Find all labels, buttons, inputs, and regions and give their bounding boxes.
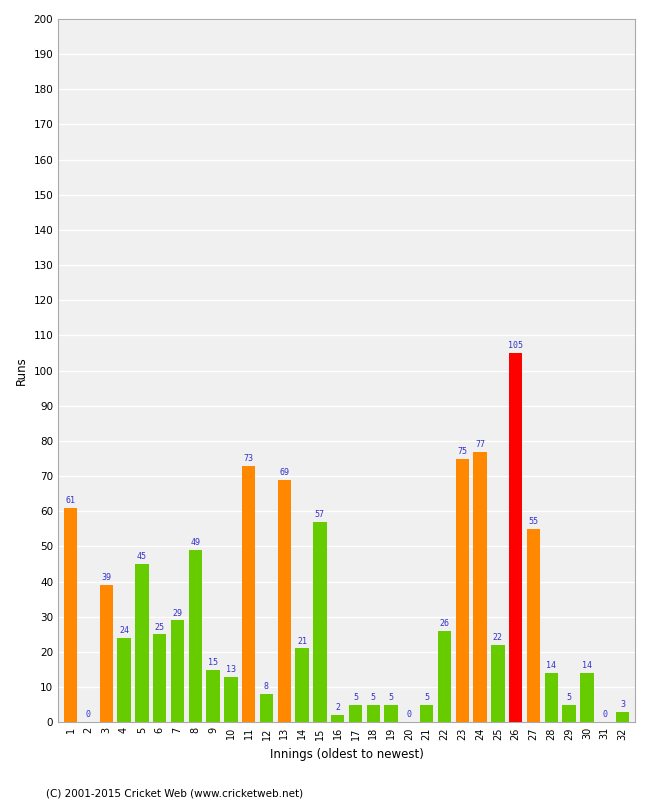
Text: 49: 49 — [190, 538, 200, 547]
Text: 25: 25 — [155, 622, 164, 631]
Text: 5: 5 — [567, 693, 571, 702]
Text: 55: 55 — [528, 517, 538, 526]
Bar — [456, 458, 469, 722]
Bar — [616, 712, 629, 722]
Text: 29: 29 — [172, 609, 183, 618]
Bar — [278, 480, 291, 722]
Text: 3: 3 — [620, 700, 625, 709]
Bar — [207, 670, 220, 722]
Text: 61: 61 — [66, 496, 75, 505]
Bar — [527, 529, 540, 722]
Y-axis label: Runs: Runs — [15, 356, 28, 385]
X-axis label: Innings (oldest to newest): Innings (oldest to newest) — [270, 748, 424, 761]
Bar — [295, 649, 309, 722]
Text: 69: 69 — [280, 468, 289, 477]
Bar — [64, 508, 77, 722]
Text: 75: 75 — [458, 446, 467, 456]
Text: 0: 0 — [86, 710, 91, 719]
Bar — [171, 620, 184, 722]
Text: 13: 13 — [226, 665, 236, 674]
Text: (C) 2001-2015 Cricket Web (www.cricketweb.net): (C) 2001-2015 Cricket Web (www.cricketwe… — [46, 788, 303, 798]
Text: 77: 77 — [475, 440, 485, 449]
Text: 5: 5 — [389, 693, 394, 702]
Bar — [135, 564, 148, 722]
Text: 21: 21 — [297, 637, 307, 646]
Text: 22: 22 — [493, 633, 503, 642]
Bar — [153, 634, 166, 722]
Bar — [509, 353, 523, 722]
Text: 14: 14 — [582, 662, 592, 670]
Bar — [349, 705, 362, 722]
Text: 26: 26 — [439, 619, 450, 628]
Text: 8: 8 — [264, 682, 269, 691]
Bar — [118, 638, 131, 722]
Text: 0: 0 — [406, 710, 411, 719]
Text: 5: 5 — [370, 693, 376, 702]
Bar — [367, 705, 380, 722]
Text: 5: 5 — [353, 693, 358, 702]
Bar — [473, 451, 487, 722]
Bar — [420, 705, 434, 722]
Text: 73: 73 — [244, 454, 254, 462]
Bar — [242, 466, 255, 722]
Bar — [580, 673, 593, 722]
Bar — [331, 715, 345, 722]
Text: 39: 39 — [101, 574, 111, 582]
Bar — [260, 694, 273, 722]
Text: 2: 2 — [335, 703, 340, 713]
Bar — [99, 585, 113, 722]
Bar — [384, 705, 398, 722]
Bar — [438, 631, 451, 722]
Text: 5: 5 — [424, 693, 429, 702]
Text: 57: 57 — [315, 510, 325, 519]
Text: 14: 14 — [546, 662, 556, 670]
Text: 0: 0 — [603, 710, 607, 719]
Bar — [224, 677, 237, 722]
Text: 15: 15 — [208, 658, 218, 666]
Bar — [562, 705, 576, 722]
Bar — [545, 673, 558, 722]
Text: 45: 45 — [137, 552, 147, 562]
Text: 24: 24 — [119, 626, 129, 635]
Bar — [313, 522, 326, 722]
Text: 105: 105 — [508, 342, 523, 350]
Bar — [491, 645, 504, 722]
Bar — [188, 550, 202, 722]
